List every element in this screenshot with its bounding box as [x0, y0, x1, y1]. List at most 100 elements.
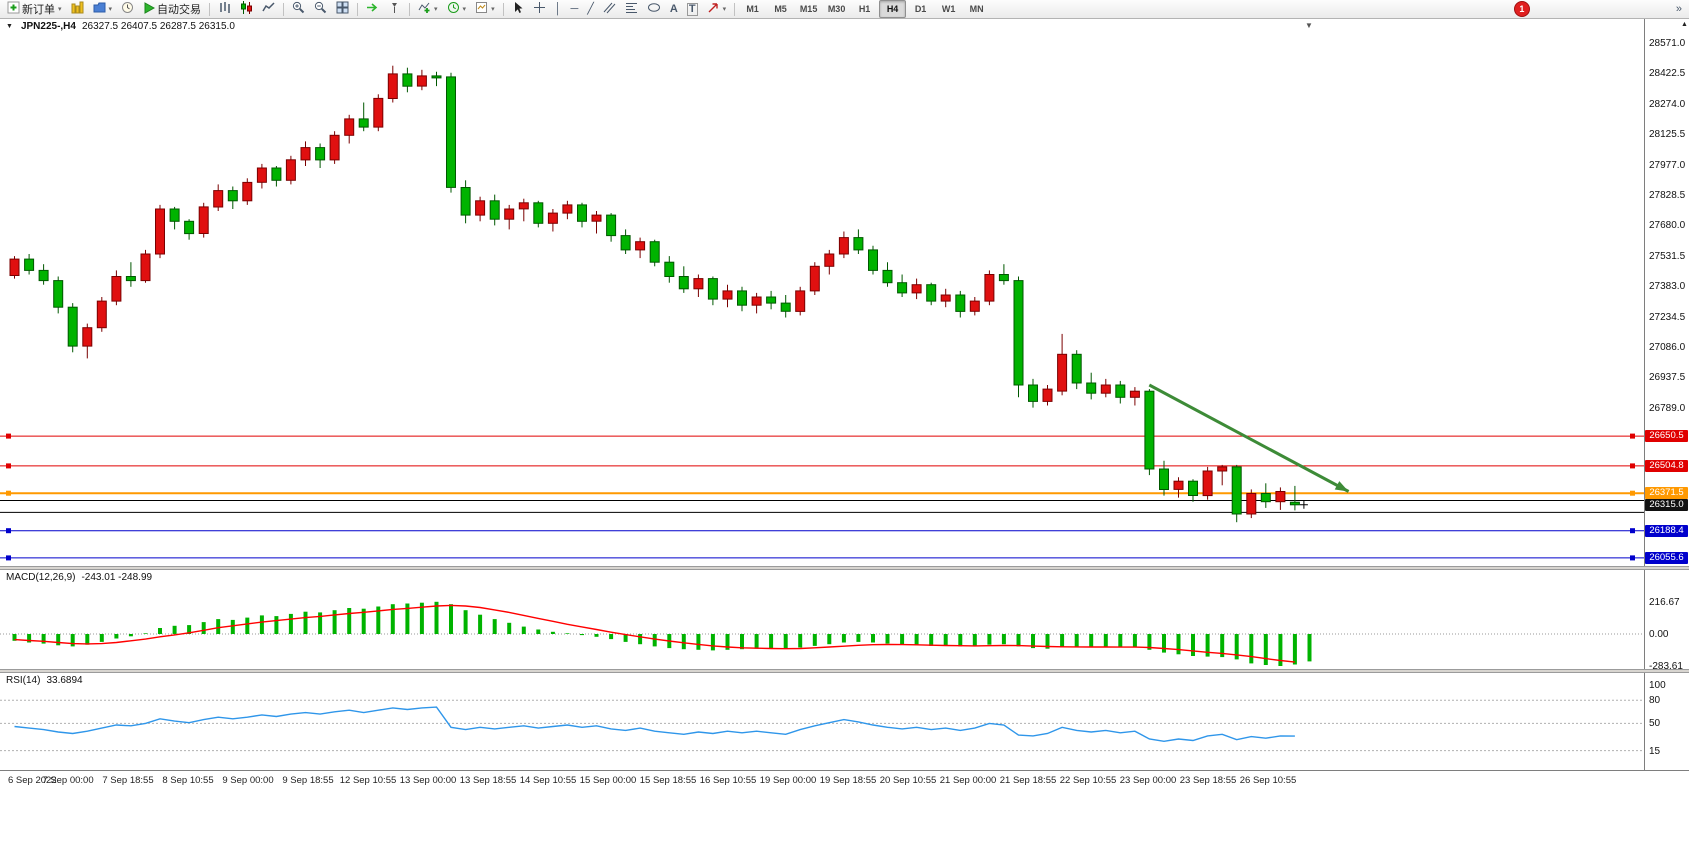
overflow-chevrons-icon: »	[1675, 2, 1682, 15]
timeframe-button-m1[interactable]: M1	[746, 4, 759, 14]
price-tag: 26504.8	[1645, 459, 1688, 472]
rsi-panel: RSI(14) 33.6894	[0, 673, 1689, 770]
time-axis-label: 15 Sep 18:55	[639, 775, 697, 786]
price-axis-label: 26789.0	[1649, 402, 1686, 414]
cursor-button[interactable]	[508, 0, 528, 19]
panel-divider[interactable]	[0, 669, 1689, 673]
fibonacci-button[interactable]	[621, 0, 642, 19]
auto-trading-button[interactable]: 自动交易	[139, 0, 205, 19]
crosshair-button[interactable]	[529, 0, 550, 19]
time-axis-label: 15 Sep 00:00	[579, 775, 637, 786]
horizontal-line-button[interactable]: ─	[566, 0, 582, 19]
macd-axis-label: -283.61	[1649, 661, 1683, 673]
time-axis-label: 26 Sep 10:55	[1239, 775, 1297, 786]
rsi-label: RSI(14)	[6, 675, 41, 686]
line-chart-button[interactable]	[258, 0, 279, 19]
price-axis-label: 27680.0	[1649, 220, 1686, 232]
timeframe-button-h1[interactable]: H1	[858, 4, 871, 14]
time-axis-label: 13 Sep 18:55	[459, 775, 517, 786]
text-button[interactable]: A	[666, 0, 682, 19]
chevron-down-icon: ▾	[722, 6, 727, 13]
new-order-button[interactable]: 新订单 ▾	[3, 0, 66, 19]
cursor-icon	[512, 1, 524, 17]
history-clock-icon	[121, 1, 134, 17]
templates-icon	[475, 1, 488, 17]
templates-button[interactable]: ▾	[471, 0, 499, 19]
chart-title: JPN225-,H4	[20, 21, 76, 32]
notification-badge[interactable]: 1	[1513, 1, 1530, 17]
rsi-chart[interactable]	[0, 673, 1644, 770]
price-tag: 26650.5	[1645, 430, 1688, 443]
charts-button[interactable]	[67, 0, 88, 19]
price-axis-label: 28274.0	[1649, 98, 1686, 110]
time-axis-label: 23 Sep 18:55	[1179, 775, 1237, 786]
collapse-chart-icon[interactable]: ▼	[6, 23, 13, 30]
price-axis-label: 28125.5	[1649, 129, 1686, 141]
chart-shift-marker-icon[interactable]: ▼	[1305, 21, 1313, 30]
vertical-line-button[interactable]: │	[551, 0, 566, 19]
chevron-down-icon: ▾	[491, 6, 495, 13]
chart-shift-button[interactable]	[384, 0, 405, 19]
trendline-icon: ╱	[587, 2, 594, 15]
profiles-button[interactable]: ▾	[89, 0, 117, 19]
vertical-line-icon: │	[554, 2, 562, 15]
chart-header: ▼ JPN225-,H4 26327.5 26407.5 26287.5 263…	[6, 21, 235, 32]
new-order-icon	[7, 1, 20, 17]
timeframe-button-h4[interactable]: H4	[879, 0, 907, 18]
line-chart-icon	[262, 1, 275, 17]
periods-button[interactable]: ▾	[443, 0, 471, 19]
shapes-button[interactable]	[643, 0, 665, 19]
candlestick-chart[interactable]	[0, 19, 1644, 566]
channel-button[interactable]	[599, 0, 620, 19]
rsi-header: RSI(14) 33.6894	[6, 675, 83, 686]
crosshair-icon	[533, 1, 546, 17]
timeframe-button-m5[interactable]: M5	[774, 4, 787, 14]
rsi-value: 33.6894	[46, 675, 83, 686]
play-icon	[143, 1, 156, 17]
time-axis[interactable]: 6 Sep 2022 7 Sep 00:00 7 Sep 18:55 8 Sep 10…	[0, 770, 1689, 793]
time-axis-label: 9 Sep 18:55	[282, 775, 334, 786]
indicators-button[interactable]: ▾	[414, 0, 442, 19]
auto-scroll-button[interactable]	[362, 0, 383, 19]
price-tag: 26315.0	[1645, 498, 1688, 511]
bar-chart-button[interactable]	[214, 0, 235, 19]
text-icon: A	[669, 2, 678, 15]
time-axis-label: 12 Sep 10:55	[339, 775, 397, 786]
time-axis-label: 14 Sep 10:55	[519, 775, 577, 786]
macd-label: MACD(12,26,9)	[6, 572, 76, 583]
tile-windows-button[interactable]	[332, 0, 353, 19]
history-center-button[interactable]	[117, 0, 138, 19]
charts-icon	[71, 1, 84, 17]
zoom-out-button[interactable]	[310, 0, 331, 19]
toolbar-overflow-button[interactable]: »	[1672, 0, 1686, 19]
price-axis-label: 27234.5	[1649, 311, 1686, 323]
price-axis-label: 28422.5	[1649, 68, 1686, 80]
zoom-in-button[interactable]	[288, 0, 309, 19]
time-axis-label: 21 Sep 00:00	[939, 775, 997, 786]
price-axis-label: 28571.0	[1649, 37, 1686, 49]
panel-divider[interactable]	[0, 566, 1689, 570]
rsi-axis-label: 50	[1649, 718, 1661, 730]
macd-chart[interactable]	[0, 570, 1644, 669]
time-axis-label: 7 Sep 18:55	[102, 775, 154, 786]
scale-fix-arrow-icon[interactable]: ▲	[1681, 21, 1688, 28]
rsi-axis-label: 80	[1649, 695, 1661, 707]
candlestick-chart-button[interactable]	[236, 0, 257, 19]
trendline-button[interactable]: ╱	[583, 0, 598, 19]
timeframe-button-mn[interactable]: MN	[969, 4, 984, 14]
timeframe-button-m15[interactable]: M15	[799, 4, 818, 14]
chevron-down-icon: ▾	[434, 6, 438, 13]
timeframe-button-m30[interactable]: M30	[827, 4, 846, 14]
timeframe-button-group: M1 M5 M15 M30 H1 H4 D1 W1 MN	[739, 0, 990, 18]
timeframe-button-d1[interactable]: D1	[914, 4, 927, 14]
price-tag: 26188.4	[1645, 524, 1688, 537]
text-label-button[interactable]: T	[683, 0, 702, 19]
zoom-in-icon	[292, 1, 305, 17]
arrows-button[interactable]: ▾	[703, 0, 731, 19]
chevron-down-icon: ▾	[58, 6, 62, 13]
auto-trading-label: 自动交易	[157, 4, 202, 16]
arrows-icon	[707, 1, 720, 17]
timeframe-button-w1[interactable]: W1	[941, 4, 956, 14]
price-axis-label: 27828.5	[1649, 189, 1686, 201]
